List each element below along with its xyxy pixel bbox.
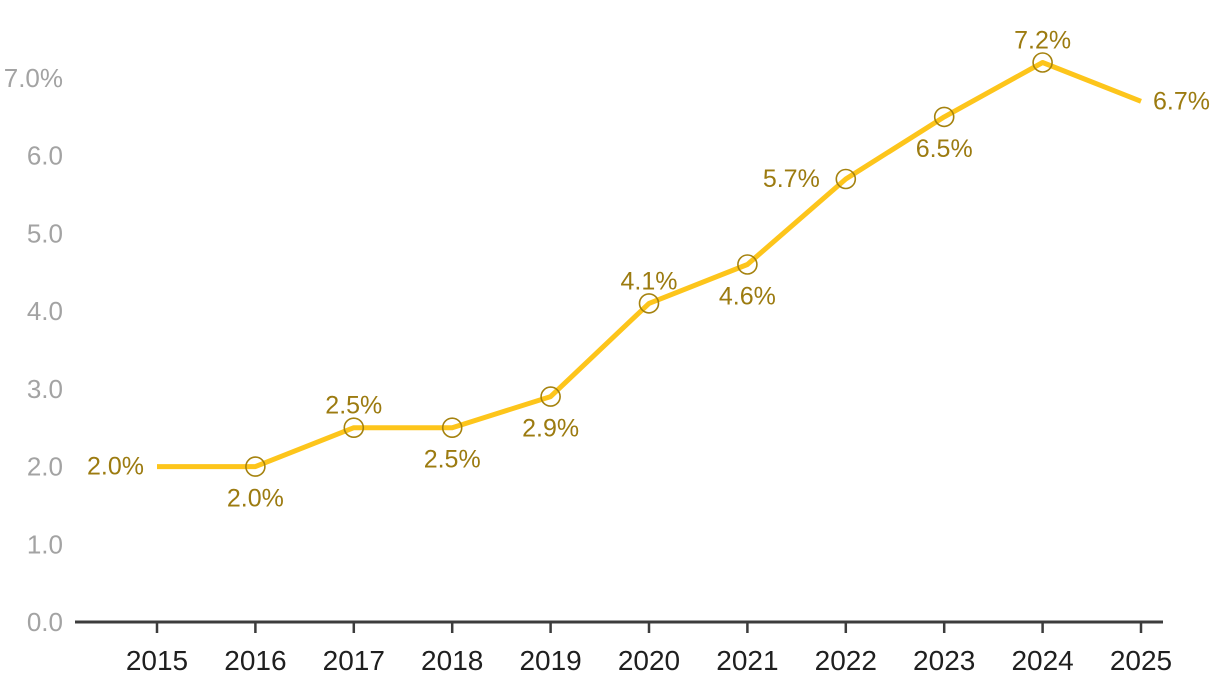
x-tick-label: 2019 [519, 645, 581, 676]
data-point-label: 5.7% [763, 165, 820, 193]
x-tick-label: 2017 [323, 645, 385, 676]
data-point-marker [1032, 52, 1053, 73]
data-point-marker [835, 168, 857, 190]
y-tick-label: 0.0 [27, 607, 63, 637]
y-tick-label: 5.0 [27, 218, 63, 248]
x-tick-label: 2020 [618, 645, 680, 676]
y-tick-label: 3.0 [27, 374, 63, 404]
x-tick-label: 2021 [716, 645, 778, 676]
y-tick-label: 1.0 [27, 529, 63, 559]
x-tick-label: 2015 [126, 645, 188, 676]
x-tick-label: 2023 [913, 645, 975, 676]
data-point-label: 2.0% [227, 485, 284, 513]
data-point-marker [245, 456, 266, 477]
y-tick-label: 4.0 [27, 296, 63, 326]
data-point-marker [638, 293, 660, 314]
data-point-marker [540, 386, 561, 407]
x-tick-label: 2018 [421, 645, 483, 676]
data-point-marker [343, 417, 365, 439]
data-point-label: 4.6% [719, 283, 776, 311]
data-point-marker [933, 106, 955, 128]
x-tick-label: 2016 [224, 645, 286, 676]
y-tick-label: 2.0 [27, 452, 63, 482]
x-tick-label: 2022 [815, 645, 877, 676]
data-point-label: 2.0% [87, 453, 144, 481]
data-point-marker [737, 254, 758, 275]
data-point-label: 6.5% [916, 135, 973, 163]
x-tick-label: 2025 [1110, 645, 1172, 676]
data-point-label: 7.2% [1014, 27, 1071, 55]
y-tick-label: 6.0 [27, 141, 63, 171]
x-tick-label: 2024 [1011, 645, 1073, 676]
data-point-label: 2.9% [522, 415, 579, 443]
chart-line [157, 60, 1142, 470]
data-point-label: 6.7% [1153, 87, 1210, 115]
data-point-marker [441, 417, 463, 439]
y-tick-label: 7.0% [4, 63, 63, 93]
data-point-label: 2.5% [325, 392, 382, 420]
data-point-label: 4.1% [621, 267, 678, 295]
data-point-label: 2.5% [424, 446, 481, 474]
